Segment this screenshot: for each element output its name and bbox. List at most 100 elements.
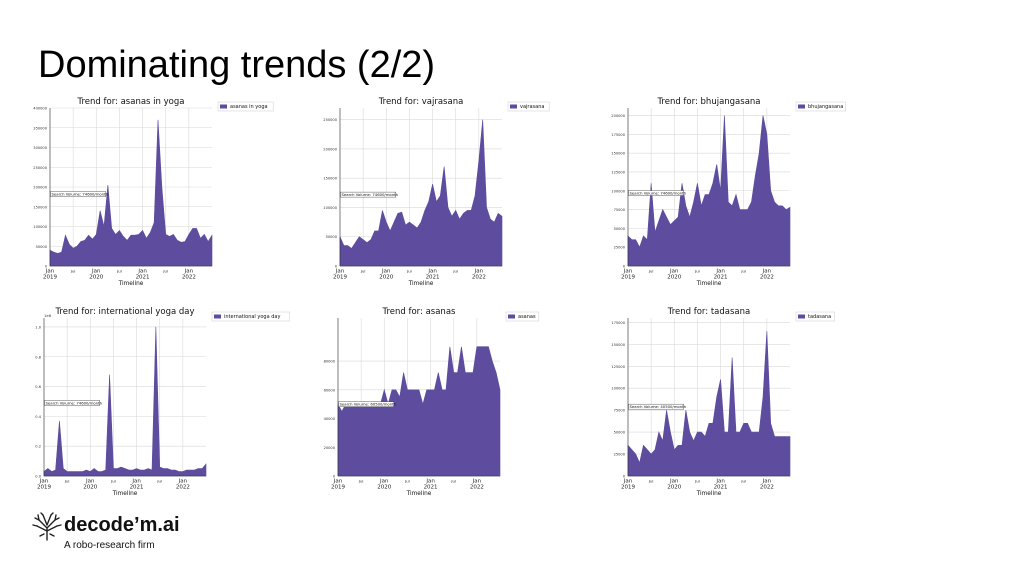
legend-swatch [798,104,805,109]
x-tick-label: Jul [740,479,746,484]
y-tick-label: 250000 [323,118,337,122]
chart-bhujangasana: Trend for: bhujangasana 0 25000 50000 75000 1… [596,94,876,294]
x-axis-label: Timeline [118,281,144,287]
y-tick-label: 50000 [614,431,626,435]
legend: bhujangasana [795,101,846,112]
chart-title: Trend for: vajrasana [378,97,464,107]
legend: asanas in yoga [217,101,274,112]
y-tick-label: 125000 [611,170,625,174]
tree-brain-icon [32,512,62,541]
x-tick-label: Jul [358,479,364,484]
annotation-text: Search Volume: 74600/month [52,192,109,197]
x-tick-year-label: 2019 [43,275,57,281]
x-tick-year-label: 2021 [714,275,728,281]
x-tick-year-label: 2020 [377,485,391,491]
annotation-box [44,400,100,406]
brand-logo: decode’m.ai A robo-research firm [32,512,232,556]
legend: tadasana [795,311,835,322]
x-tick-label: Jan [137,269,147,275]
y-tick-label: 50000 [326,235,338,239]
chart-svg: Trend for: asanas 0 20000 40000 60000 80000 Ja… [324,307,540,497]
y-tick-label: 50000 [36,245,48,249]
x-tick-label: Jul [452,269,458,274]
y-tick-label: 50000 [614,227,626,231]
search-volume-annotation: Search Volume: 40500/month [628,403,687,410]
x-tick-label: Jan [715,269,725,275]
x-tick-label: Jul [694,479,700,484]
x-tick-label: Jan [762,269,772,275]
y-tick-label: 0 [333,475,336,479]
y-tick-label: 0.0 [35,475,41,479]
legend-box [795,101,846,112]
x-tick-label: Jul [406,269,412,274]
series-area [627,331,791,477]
x-tick-year-label: 2019 [621,485,635,491]
legend-box [505,311,540,322]
legend-swatch [508,314,515,319]
x-tick-year-label: 2021 [424,485,438,491]
legend-label: vajrasana [520,104,544,110]
y-tick-label: 100000 [611,189,625,193]
y-tick-label: 0 [335,265,338,269]
slide-title: Dominating trends (2/2) [38,44,436,86]
x-tick-year-label: 2022 [760,275,774,281]
y-tick-label: 250000 [33,166,47,170]
x-tick-year-label: 2022 [182,275,196,281]
annotation-text: Search Volume: 74600/month [46,400,103,405]
y-tick-label: 150000 [33,205,47,209]
y-tick-label: 100000 [323,206,337,210]
x-tick-label: Jul [360,269,366,274]
x-tick-label: Jul [156,479,162,484]
y-tick-label: 125000 [611,365,625,369]
y-tick-label: 80000 [324,360,336,364]
y-tick-label: 200000 [33,186,47,190]
y-tick-label: 0.6 [35,385,41,389]
x-tick-label: Jul [450,479,456,484]
x-tick-year-label: 2020 [667,275,681,281]
x-tick-label: Jul [162,269,168,274]
chart-title: Trend for: asanas in yoga [77,97,185,107]
x-tick-year-label: 2019 [621,275,635,281]
x-axis-label: Timeline [696,491,722,497]
y-tick-label: 100000 [33,225,47,229]
annotation-text: Search Volume: 74600/month [342,192,399,197]
x-tick-year-label: 2019 [333,275,347,281]
legend: vajrasana [507,101,550,112]
x-tick-label: Jan [762,479,772,485]
y-tick-label: 100000 [611,387,625,391]
search-volume-annotation: Search Volume: 74600/month [340,191,399,198]
y-tick-label: 150000 [611,152,625,156]
x-tick-label: Jul [648,269,654,274]
x-tick-year-label: 2020 [667,485,681,491]
x-tick-label: Jan [623,479,633,485]
annotation-box [50,191,106,197]
chart-title: Trend for: international yoga day [54,307,194,317]
legend: asanas [505,311,540,322]
chart-title: Trend for: asanas [382,307,457,317]
x-tick-label: Jul [648,479,654,484]
y-tick-label: 75000 [614,208,626,212]
x-axis-label: Timeline [112,491,138,497]
chart-svg: Trend for: international yoga day 0.0 0.2 0… [35,307,290,497]
y-tick-label: 350000 [33,126,47,130]
x-tick-label: Jul [740,269,746,274]
y-tick-label: 0 [623,475,626,479]
x-tick-label: Jan [335,269,345,275]
y-tick-label: 150000 [611,343,625,347]
series-area [339,119,503,267]
x-tick-year-label: 2021 [130,485,144,491]
x-tick-label: Jan [333,479,343,485]
chart-asanas: Trend for: asanas 0 20000 40000 60000 80000 Ja… [306,304,586,504]
x-tick-label: Jan [472,479,482,485]
x-tick-label: Jan [623,269,633,275]
x-tick-year-label: 2021 [136,275,150,281]
x-tick-year-label: 2020 [379,275,393,281]
y-tick-label: 300000 [33,146,47,150]
y-multiplier-label: 1e6 [44,313,52,318]
x-axis-label: Timeline [406,491,432,497]
chart-svg: Trend for: vajrasana 0 50000 100000 150000 20… [323,97,550,287]
legend-swatch [798,314,805,319]
chart-svg: Trend for: bhujangasana 0 25000 50000 75000 1… [611,97,846,287]
legend-label: international yoga day [224,314,280,320]
y-tick-label: 25000 [614,453,626,457]
